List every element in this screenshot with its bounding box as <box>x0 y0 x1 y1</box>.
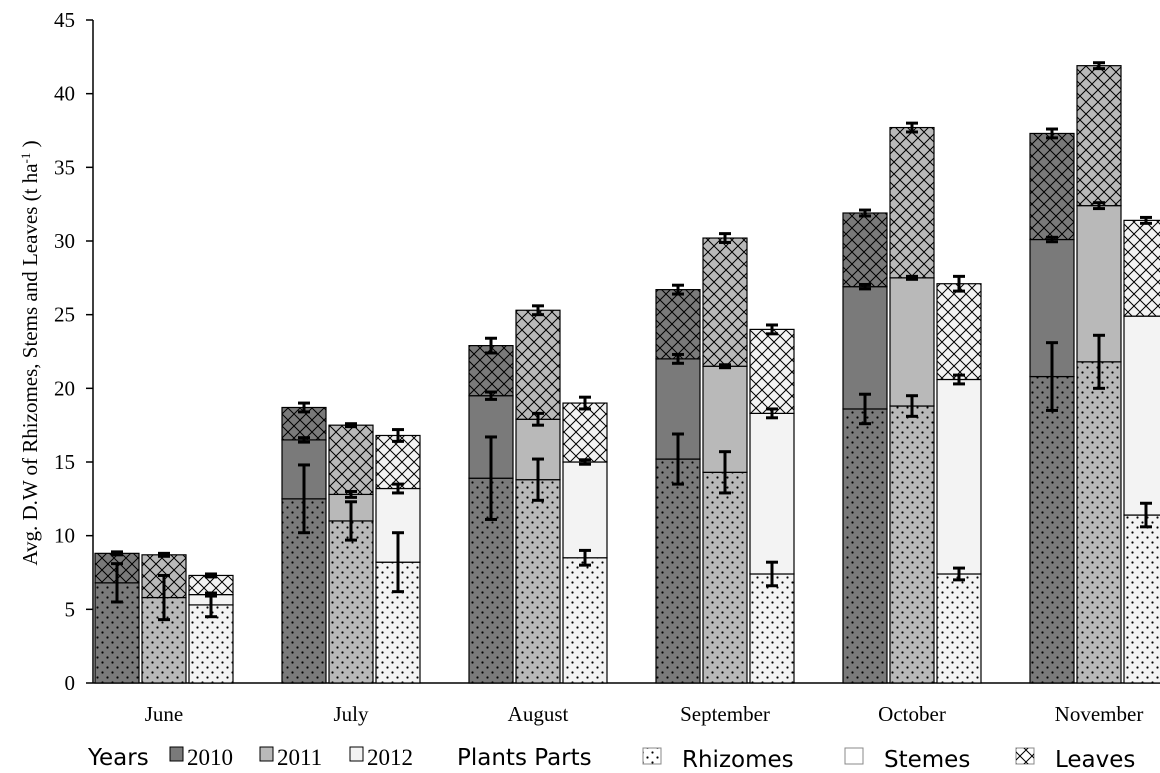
legend-years-title: Years <box>87 745 149 771</box>
bar-pattern-dots <box>516 479 560 683</box>
y-tick-label: 10 <box>54 524 75 548</box>
bar-pattern-dots <box>1124 515 1160 683</box>
bar-pattern-crosshatch <box>843 213 887 287</box>
bar-pattern-dots <box>1030 376 1074 683</box>
bar-pattern-crosshatch <box>329 425 373 495</box>
legend-swatch-leaves-pattern <box>1016 748 1034 764</box>
y-axis-label-superscript: -1 <box>18 153 33 164</box>
bar-pattern-crosshatch <box>563 403 607 462</box>
y-axis: 0 5 10 15 20 25 30 35 40 45 <box>54 8 94 695</box>
legend-label-rhizomes: Rhizomes <box>682 747 794 773</box>
bar-pattern-crosshatch <box>703 238 747 367</box>
legend-swatch-2010 <box>169 746 184 762</box>
bar-pattern-dots <box>563 557 607 683</box>
legend-parts-title: Plants Parts <box>457 745 592 771</box>
y-tick-label: 30 <box>54 229 75 253</box>
bar-pattern-crosshatch <box>376 435 420 489</box>
bar-pattern-crosshatch <box>1077 65 1121 206</box>
bar-pattern-crosshatch <box>890 127 934 278</box>
bar-pattern-dots <box>656 459 700 683</box>
legend-label-leaves: Leaves <box>1055 747 1135 773</box>
legend-label-2010: 2010 <box>187 745 233 770</box>
bar-pattern-dots <box>329 520 373 683</box>
bar-pattern-crosshatch <box>1124 220 1160 317</box>
bar-segment-2012-stemes-october <box>936 378 982 575</box>
bar-pattern-dots <box>1077 361 1121 683</box>
y-tick-label: 35 <box>54 155 75 179</box>
category-label-june: June <box>145 702 184 726</box>
y-ticks: 0 5 10 15 20 25 30 35 40 45 <box>54 8 93 695</box>
legend-swatch-2011 <box>259 746 274 762</box>
bar-pattern-crosshatch <box>189 575 233 595</box>
legend: Years 2010 2011 2012 Plants Parts Rhizom… <box>87 745 1135 773</box>
y-tick-label: 0 <box>65 671 76 695</box>
y-tick-label: 40 <box>54 82 75 106</box>
y-axis-label: Avg. D.W of Rhizomes, Stems and Leaves (… <box>18 140 42 565</box>
y-tick-label: 25 <box>54 303 75 327</box>
error-bars <box>111 61 1152 622</box>
bar-segment-2012-stemes-august <box>562 461 608 559</box>
bar-pattern-dots <box>843 408 887 683</box>
y-tick-label: 20 <box>54 376 75 400</box>
y-tick-label: 5 <box>65 597 76 621</box>
legend-swatch-2012 <box>349 746 364 762</box>
bar-pattern-crosshatch <box>516 310 560 420</box>
legend-swatch-rhizomes-pattern <box>643 748 661 764</box>
bar-segment-2012-stemes-november <box>1123 315 1160 516</box>
legend-swatch-stemes <box>844 747 864 765</box>
y-axis-label-end: ) <box>18 140 42 152</box>
y-tick-label: 45 <box>54 8 75 32</box>
bar-pattern-dots <box>937 573 981 683</box>
category-label-november: November <box>1055 702 1144 726</box>
legend-label-2012: 2012 <box>367 745 413 770</box>
bar-pattern-dots <box>750 573 794 683</box>
bar-pattern-crosshatch <box>937 283 981 380</box>
bars <box>94 65 1160 684</box>
y-axis-label-main: Avg. D.W of Rhizomes, Stems and Leaves (… <box>18 163 42 566</box>
bar-segment-2012-stemes-september <box>749 412 795 575</box>
bar-pattern-dots <box>890 406 934 683</box>
category-label-september: September <box>680 702 770 726</box>
bar-pattern-dots <box>703 472 747 683</box>
bar-pattern-crosshatch <box>1030 133 1074 240</box>
category-label-august: August <box>508 702 569 726</box>
category-label-october: October <box>878 702 946 726</box>
bar-pattern-crosshatch <box>750 329 794 414</box>
legend-label-stemes: Stemes <box>884 747 970 773</box>
legend-label-2011: 2011 <box>277 745 322 770</box>
category-label-july: July <box>333 702 369 726</box>
bar-pattern-crosshatch <box>656 289 700 359</box>
bar-segment-2010-stemes-october <box>842 286 888 410</box>
bar-segment-2011-stemes-october <box>889 277 935 407</box>
category-labels: June July August September October November <box>145 702 1144 726</box>
y-tick-label: 15 <box>54 450 75 474</box>
